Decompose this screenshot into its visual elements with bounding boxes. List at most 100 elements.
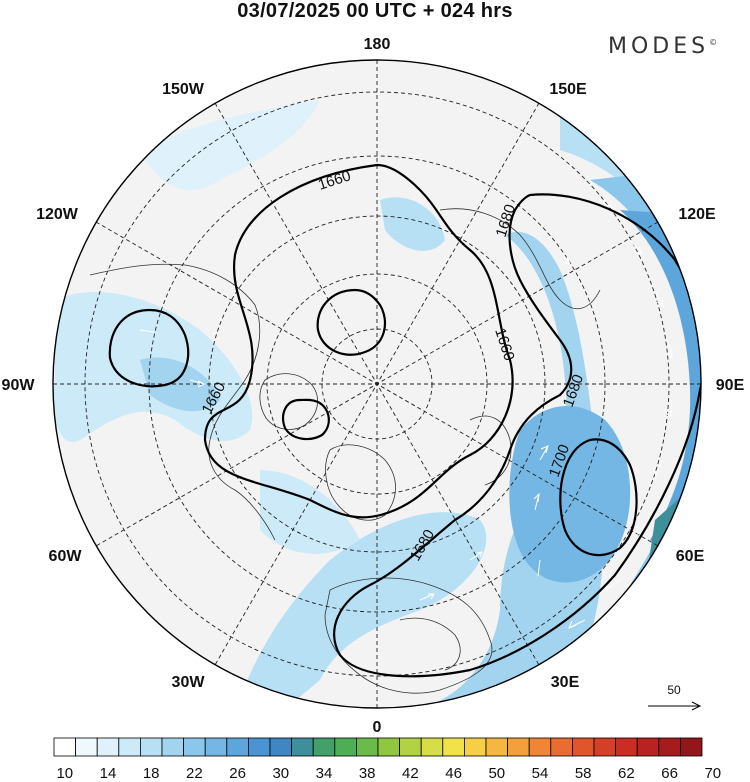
- lon-label-0: 0: [373, 719, 382, 734]
- colorbar-tick-label: 54: [532, 765, 549, 782]
- coast-europe: [324, 577, 493, 694]
- reference-vector-label: 50: [667, 683, 681, 697]
- colorbar-tick-label: 46: [445, 765, 462, 782]
- modes-logo: MODES©: [608, 34, 717, 59]
- colorbar-swatch: [442, 737, 465, 757]
- longitude-labels: 180 150E 120E 90E 60E 30E 0 30W 60W 90W …: [2, 36, 745, 734]
- reference-arrow-head: [691, 701, 702, 711]
- colorbar-tick-label: 10: [56, 765, 73, 782]
- colorbar-swatch: [528, 737, 552, 757]
- wind-arrow: [629, 239, 643, 255]
- wind-arrow: [139, 329, 155, 333]
- wind-arrow: [419, 593, 435, 601]
- wind-arrow: [568, 619, 586, 629]
- lon-label-60w: 60W: [49, 548, 83, 565]
- colorbar-tick-label: 70: [704, 765, 721, 782]
- jet-shade-asia-core: [509, 406, 631, 583]
- colorbar-tick-label: 18: [143, 765, 160, 782]
- graticule: [53, 60, 701, 708]
- lon-label-90w: 90W: [2, 377, 36, 394]
- colorbar-swatch: [420, 737, 444, 757]
- contour-labels: 1660 1680 1660 1660 1680 1700 1680: [199, 167, 588, 564]
- wind-arrow: [537, 559, 541, 577]
- colorbar-swatch: [636, 737, 660, 757]
- lon-label-180: 180: [364, 36, 391, 53]
- colorbar-swatch: [183, 737, 206, 757]
- contour-1680-main: [333, 193, 701, 678]
- wind-arrow: [665, 399, 673, 420]
- colorbar-tick-label: 26: [229, 765, 246, 782]
- colorbar-tick-label: 14: [100, 765, 117, 782]
- lon-label-30w: 30W: [172, 674, 206, 691]
- colorbar-swatch: [593, 737, 617, 757]
- colorbar-swatch: [485, 737, 509, 757]
- height-contours: [108, 163, 701, 678]
- colorbar-tick-label: 42: [402, 765, 419, 782]
- colorbar-tick-label: 62: [618, 765, 635, 782]
- wind-vectors: [139, 199, 673, 629]
- colorbar-labels: 10 14 18 22 26 30 34 38 42 46 50 54 58 62 66 70: [56, 765, 721, 782]
- lon-label-60e: 60E: [676, 548, 705, 565]
- colorbar-swatch: [312, 737, 336, 757]
- contour-1660-america: [108, 308, 190, 388]
- jet-shade-pacific: [140, 100, 320, 190]
- colorbar-swatch: [96, 737, 120, 757]
- contour-1700: [559, 438, 638, 557]
- colorbar-swatch: [139, 737, 163, 757]
- colorbar-tick-label: 30: [272, 765, 289, 782]
- meridian-60w-120e: [95, 221, 659, 547]
- copyright-mark: ©: [709, 38, 718, 47]
- jet-shade-asia: [430, 231, 604, 705]
- colorbar-swatch: [75, 737, 98, 757]
- contour-1660-main: [203, 163, 514, 519]
- colorbar-swatch: [399, 737, 422, 757]
- lon-label-90e: 90E: [716, 377, 745, 394]
- colorbar-swatch: [463, 737, 487, 757]
- wind-arrow: [559, 249, 571, 265]
- coast-mediterranean: [399, 617, 461, 671]
- brand-text: MODES: [608, 34, 710, 59]
- lon-label-150w: 150W: [162, 81, 205, 98]
- chart-title: 03/07/2025 00 UTC + 024 hrs: [237, 0, 513, 22]
- colorbar-tick-label: 50: [488, 765, 505, 782]
- colorbar-swatch: [572, 737, 595, 757]
- colorbar-swatch: [507, 737, 530, 757]
- wind-arrow: [469, 551, 483, 561]
- contour-1660-pole: [316, 288, 387, 356]
- wind-arrow: [539, 445, 549, 461]
- colorbar-tick-label: 58: [575, 765, 592, 782]
- reference-vector: 50: [648, 683, 702, 711]
- colorbar-swatch: [204, 737, 228, 757]
- coast-greenland: [325, 444, 396, 521]
- lon-label-150e: 150E: [549, 81, 587, 98]
- colorbar-swatch: [291, 737, 314, 757]
- colorbar-tick-label: 38: [359, 765, 376, 782]
- colorbar-tick-label: 66: [661, 765, 678, 782]
- colorbar-swatch: [680, 737, 703, 757]
- colorbar-swatch: [550, 737, 573, 757]
- lon-label-120e: 120E: [678, 206, 716, 223]
- wind-arrow: [533, 492, 540, 511]
- colorbar-swatch: [377, 737, 401, 757]
- wind-arrow: [654, 289, 664, 308]
- polar-map: 1660 1680 1660 1660 1680 1700 1680 180 1…: [2, 36, 745, 734]
- wind-arrow: [652, 459, 663, 478]
- colorbar-swatch: [658, 737, 681, 757]
- jet-shade-bering: [380, 197, 445, 251]
- colorbar-swatch: [161, 737, 185, 757]
- contour-1660-small: [282, 398, 330, 441]
- colorbar-tick-label: 34: [316, 765, 333, 782]
- lon-label-30e: 30E: [551, 674, 580, 691]
- colorbar-swatch: [247, 737, 271, 757]
- latitude-circle-50: [148, 155, 606, 613]
- wind-arrow: [636, 519, 649, 536]
- wind-arrow: [189, 379, 206, 388]
- map-border: [52, 59, 702, 709]
- colorbar-tick-label: 22: [186, 765, 203, 782]
- coastlines: [89, 208, 601, 694]
- colorbar-swatch: [269, 737, 293, 757]
- colorbar-swatch: [226, 737, 249, 757]
- colorbar-swatch: [355, 737, 379, 757]
- coast-east-asia: [439, 208, 601, 310]
- colorbar-swatch: [334, 737, 357, 757]
